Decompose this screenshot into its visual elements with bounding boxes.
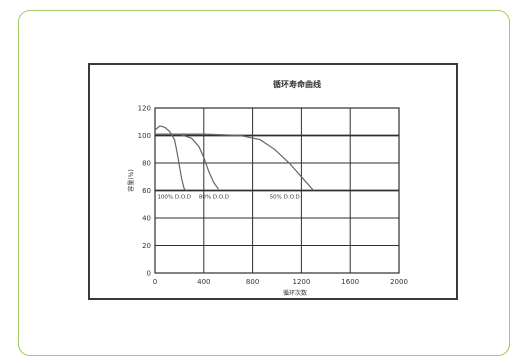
series-line-3 <box>155 133 315 191</box>
y-tick-label: 40 <box>142 215 151 223</box>
x-tick-label: 400 <box>197 278 210 286</box>
series-line-2 <box>155 133 219 190</box>
series-label: 50% D.O.D <box>270 195 300 201</box>
series-label: 80% D.O.D <box>199 195 229 201</box>
y-tick-label: 80 <box>142 160 151 168</box>
cycle-life-chart: 0 400 800 1200 1600 2000 0 20 40 60 80 100 120 循环寿命曲线… <box>127 79 408 297</box>
series-label: 100% D.O.D <box>157 195 191 201</box>
x-tick-label: 1600 <box>341 278 359 286</box>
chart-figure: 0 400 800 1200 1600 2000 0 20 40 60 80 100 120 循环寿命曲线… <box>88 63 458 300</box>
y-tick-label: 120 <box>138 105 151 113</box>
x-tick-label: 1200 <box>292 278 310 286</box>
x-tick-label: 2000 <box>390 278 408 286</box>
y-axis-label: 容量(%) <box>127 169 135 191</box>
chart-title: 循环寿命曲线 <box>272 79 321 89</box>
x-axis-label: 循环次数 <box>283 289 307 297</box>
y-tick-label: 100 <box>138 132 151 140</box>
y-tick-label: 0 <box>147 270 151 278</box>
x-tick-label: 0 <box>153 278 157 286</box>
y-tick-label: 60 <box>142 187 151 195</box>
series-line-1 <box>154 125 188 192</box>
x-tick-label: 800 <box>246 278 259 286</box>
y-tick-label: 20 <box>142 242 151 250</box>
